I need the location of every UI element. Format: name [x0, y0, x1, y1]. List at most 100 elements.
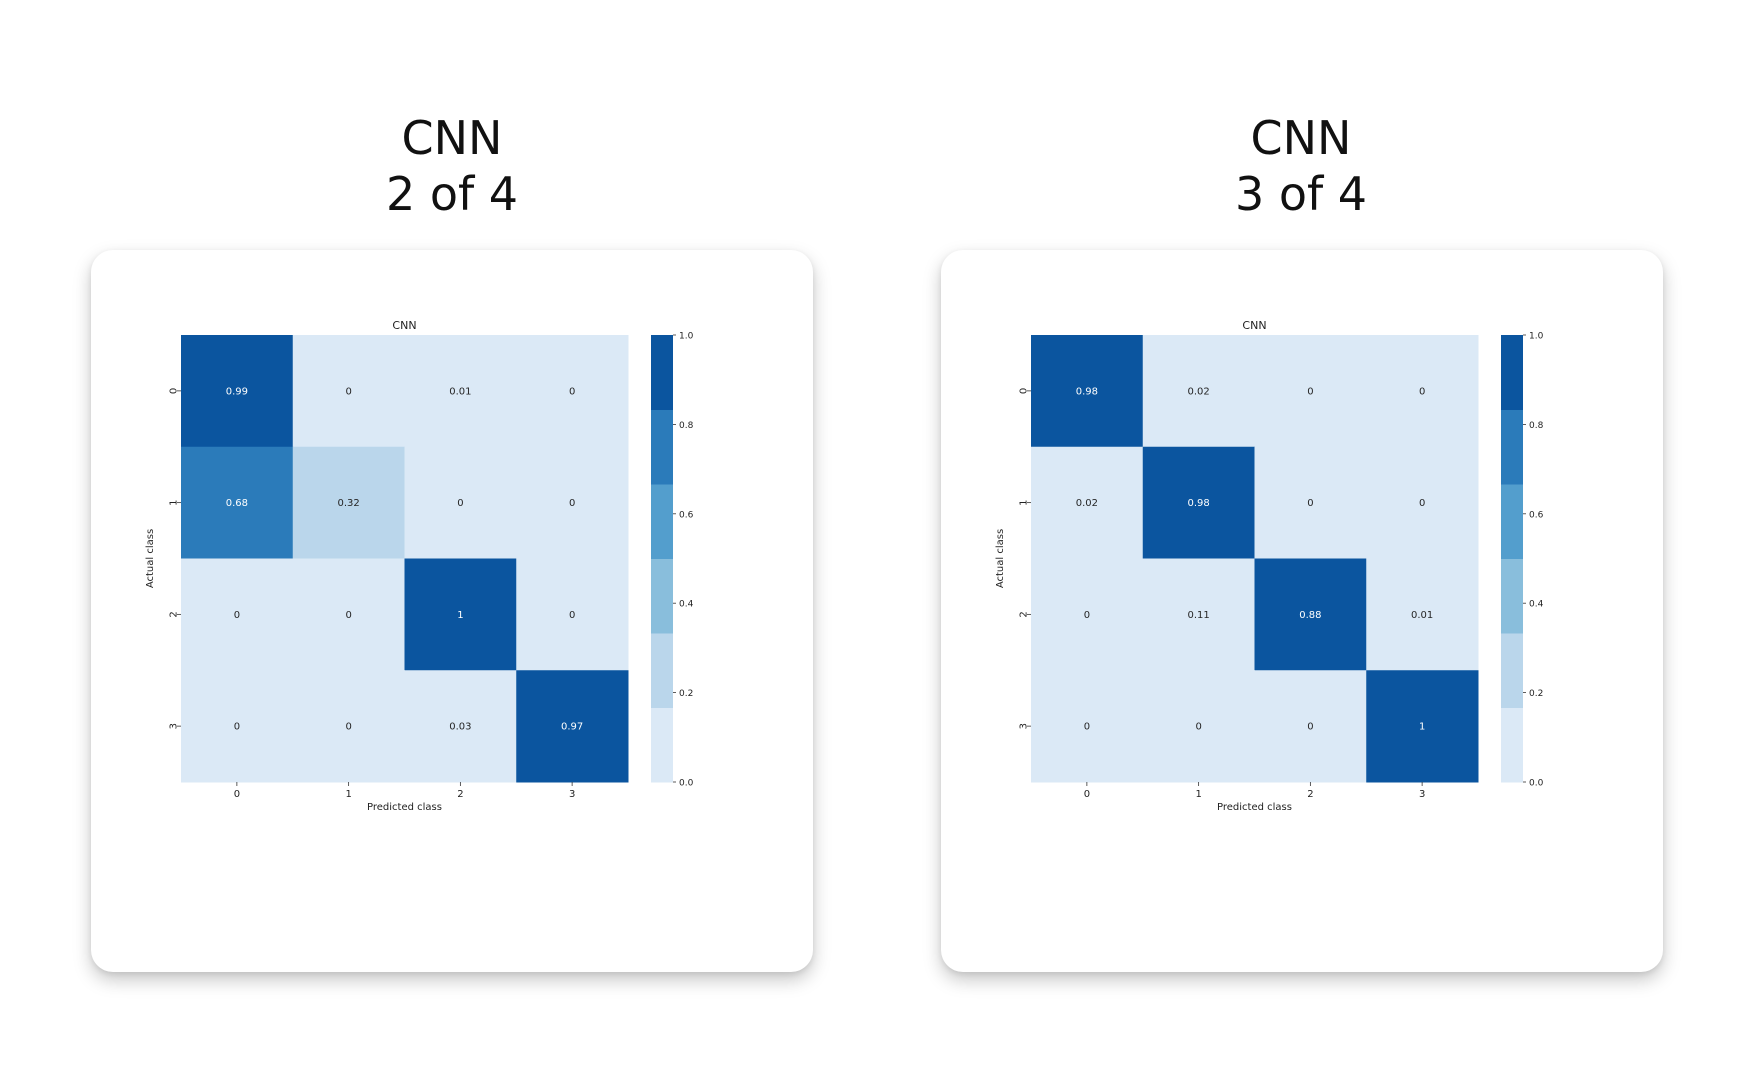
x-tick-label: 3	[1419, 789, 1425, 800]
y-tick-label: 3	[169, 723, 180, 729]
colorbar-segment	[1501, 707, 1523, 783]
cell-value-label: 1	[1419, 722, 1425, 733]
heatmap-cell	[181, 446, 294, 559]
cell-value-label: 0.68	[226, 498, 248, 509]
cell-value-label: 0.32	[337, 498, 359, 509]
cell-value-label: 0.02	[1076, 498, 1098, 509]
heatmap-cell	[1142, 558, 1255, 671]
colorbar-segment	[1501, 633, 1523, 708]
colorbar-segment	[651, 633, 673, 708]
cell-value-label: 0	[345, 722, 351, 733]
colorbar-tick-label: 1.0	[1529, 332, 1544, 342]
cell-value-label: 0	[1307, 498, 1313, 509]
cell-value-label: 0	[1307, 722, 1313, 733]
x-tick-label: 3	[569, 789, 575, 800]
panel-heading: CNN	[1250, 111, 1352, 165]
heatmap-cell	[1254, 558, 1367, 671]
cell-value-label: 0	[569, 386, 575, 397]
panel-subheading: 3 of 4	[1234, 167, 1368, 221]
colorbar-tick-label: 0.6	[1529, 510, 1544, 520]
x-tick-label: 2	[1307, 789, 1313, 800]
cell-value-label: 0	[1084, 722, 1090, 733]
colorbar-tick-label: 0.6	[679, 510, 694, 520]
cell-value-label: 0.11	[1187, 610, 1209, 621]
x-tick-label: 0	[234, 789, 240, 800]
heatmap-cell	[1366, 335, 1479, 448]
heatmap-cell	[404, 670, 517, 783]
cell-value-label: 0	[345, 386, 351, 397]
x-tick-label: 2	[457, 789, 463, 800]
colorbar-segment	[651, 409, 673, 485]
colorbar-tick-label: 0.8	[679, 421, 694, 431]
x-tick-label: 0	[1084, 789, 1090, 800]
cell-value-label: 0.88	[1299, 610, 1321, 621]
chart-title: CNN	[1242, 319, 1266, 332]
colorbar-tick-label: 0.4	[1529, 600, 1544, 610]
heatmap-cell	[1366, 558, 1479, 671]
x-tick-label: 1	[1195, 789, 1201, 800]
cell-value-label: 0	[1307, 386, 1313, 397]
colorbar-segment	[1501, 335, 1523, 410]
cell-value-label: 0	[1084, 610, 1090, 621]
cell-value-label: 0.98	[1076, 386, 1098, 397]
colorbar-segment	[1501, 484, 1523, 559]
cell-value-label: 0.03	[449, 722, 471, 733]
panel-subheading: 2 of 4	[385, 167, 519, 221]
cell-value-label: 0	[569, 610, 575, 621]
heatmap-cell	[1031, 670, 1144, 783]
cell-value-label: 0.02	[1187, 386, 1209, 397]
cell-value-label: 0.97	[561, 722, 583, 733]
chart-title: CNN	[392, 319, 416, 332]
heatmap-cell	[404, 446, 517, 559]
x-axis-label: Predicted class	[367, 802, 442, 813]
y-tick-label: 3	[1019, 723, 1030, 729]
heatmap-cell	[1254, 335, 1367, 448]
cell-value-label: 0	[569, 498, 575, 509]
colorbar-segment	[651, 558, 673, 634]
heatmap-cell	[1031, 446, 1144, 559]
colorbar-tick-label: 0.2	[679, 689, 693, 699]
panel-title-left: CNN 2 of 4	[252, 110, 652, 222]
colorbar-tick-label: 1.0	[679, 332, 694, 342]
cell-value-label: 0.99	[226, 386, 248, 397]
colorbar-segment	[651, 484, 673, 559]
cell-value-label: 0	[345, 610, 351, 621]
colorbar-tick-label: 0.0	[679, 779, 694, 789]
heatmap-cell	[1366, 446, 1479, 559]
colorbar-segment	[651, 707, 673, 783]
y-tick-label: 2	[169, 611, 180, 617]
colorbar-tick-label: 0.0	[1529, 779, 1544, 789]
chart-card-right: CNN 0.98 0.02 0 0 0.02 0.98 0 0 0 0.11 0.88 0.01 0 0 0 1…	[941, 250, 1663, 972]
heatmap-cell	[181, 558, 294, 671]
heatmap-cell	[404, 335, 517, 448]
x-axis-label: Predicted class	[1217, 802, 1292, 813]
x-tick-label: 1	[345, 789, 351, 800]
cell-value-label: 0	[234, 610, 240, 621]
heatmap-cell	[1142, 446, 1255, 559]
colorbar-segment	[1501, 409, 1523, 485]
cell-value-label: 0.01	[449, 386, 471, 397]
heatmap-cell	[1254, 446, 1367, 559]
heatmap-cell	[1142, 335, 1255, 448]
cell-value-label: 0.01	[1411, 610, 1433, 621]
y-tick-label: 0	[1019, 388, 1030, 394]
y-tick-label: 2	[1019, 611, 1030, 617]
heatmap-cell	[1142, 670, 1255, 783]
heatmap-cell	[404, 558, 517, 671]
y-tick-label: 0	[169, 388, 180, 394]
heatmap-cell	[292, 670, 405, 783]
heatmap-cell	[181, 335, 294, 448]
heatmap-cell	[292, 335, 405, 448]
heatmap-cell	[292, 558, 405, 671]
y-tick-label: 1	[1019, 499, 1030, 505]
cell-value-label: 0	[457, 498, 463, 509]
heatmap-cell	[181, 670, 294, 783]
heatmap-cell	[516, 335, 629, 448]
cell-value-label: 0	[1419, 386, 1425, 397]
y-axis-label: Actual class	[145, 529, 156, 588]
y-axis-label: Actual class	[995, 529, 1006, 588]
panel-title-right: CNN 3 of 4	[1101, 110, 1501, 222]
cell-value-label: 0.98	[1187, 498, 1209, 509]
